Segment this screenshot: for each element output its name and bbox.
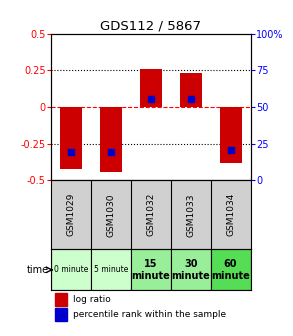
Text: GSM1030: GSM1030 [107, 193, 115, 237]
Bar [55, 293, 67, 306]
Text: GSM1032: GSM1032 [146, 193, 155, 237]
Text: GSM1034: GSM1034 [226, 193, 235, 237]
Text: 15
minute: 15 minute [132, 259, 170, 281]
Bar [180, 73, 202, 107]
Text: 30
minute: 30 minute [171, 259, 210, 281]
Bar [131, 249, 171, 290]
Bar [220, 107, 241, 163]
Bar [91, 249, 131, 290]
Bar [100, 107, 122, 172]
Text: time: time [27, 265, 49, 275]
Text: log ratio: log ratio [73, 295, 111, 304]
Text: 60
minute: 60 minute [211, 259, 250, 281]
Text: percentile rank within the sample: percentile rank within the sample [73, 310, 226, 319]
Bar [60, 107, 82, 169]
Bar [55, 308, 67, 321]
Bar [171, 249, 211, 290]
Text: GSM1033: GSM1033 [186, 193, 195, 237]
Title: GDS112 / 5867: GDS112 / 5867 [100, 19, 201, 33]
Text: GSM1029: GSM1029 [67, 193, 76, 237]
Bar [211, 249, 251, 290]
Text: 0 minute: 0 minute [54, 265, 88, 274]
Bar [51, 249, 91, 290]
Text: 5 minute: 5 minute [94, 265, 128, 274]
Bar [140, 69, 162, 107]
